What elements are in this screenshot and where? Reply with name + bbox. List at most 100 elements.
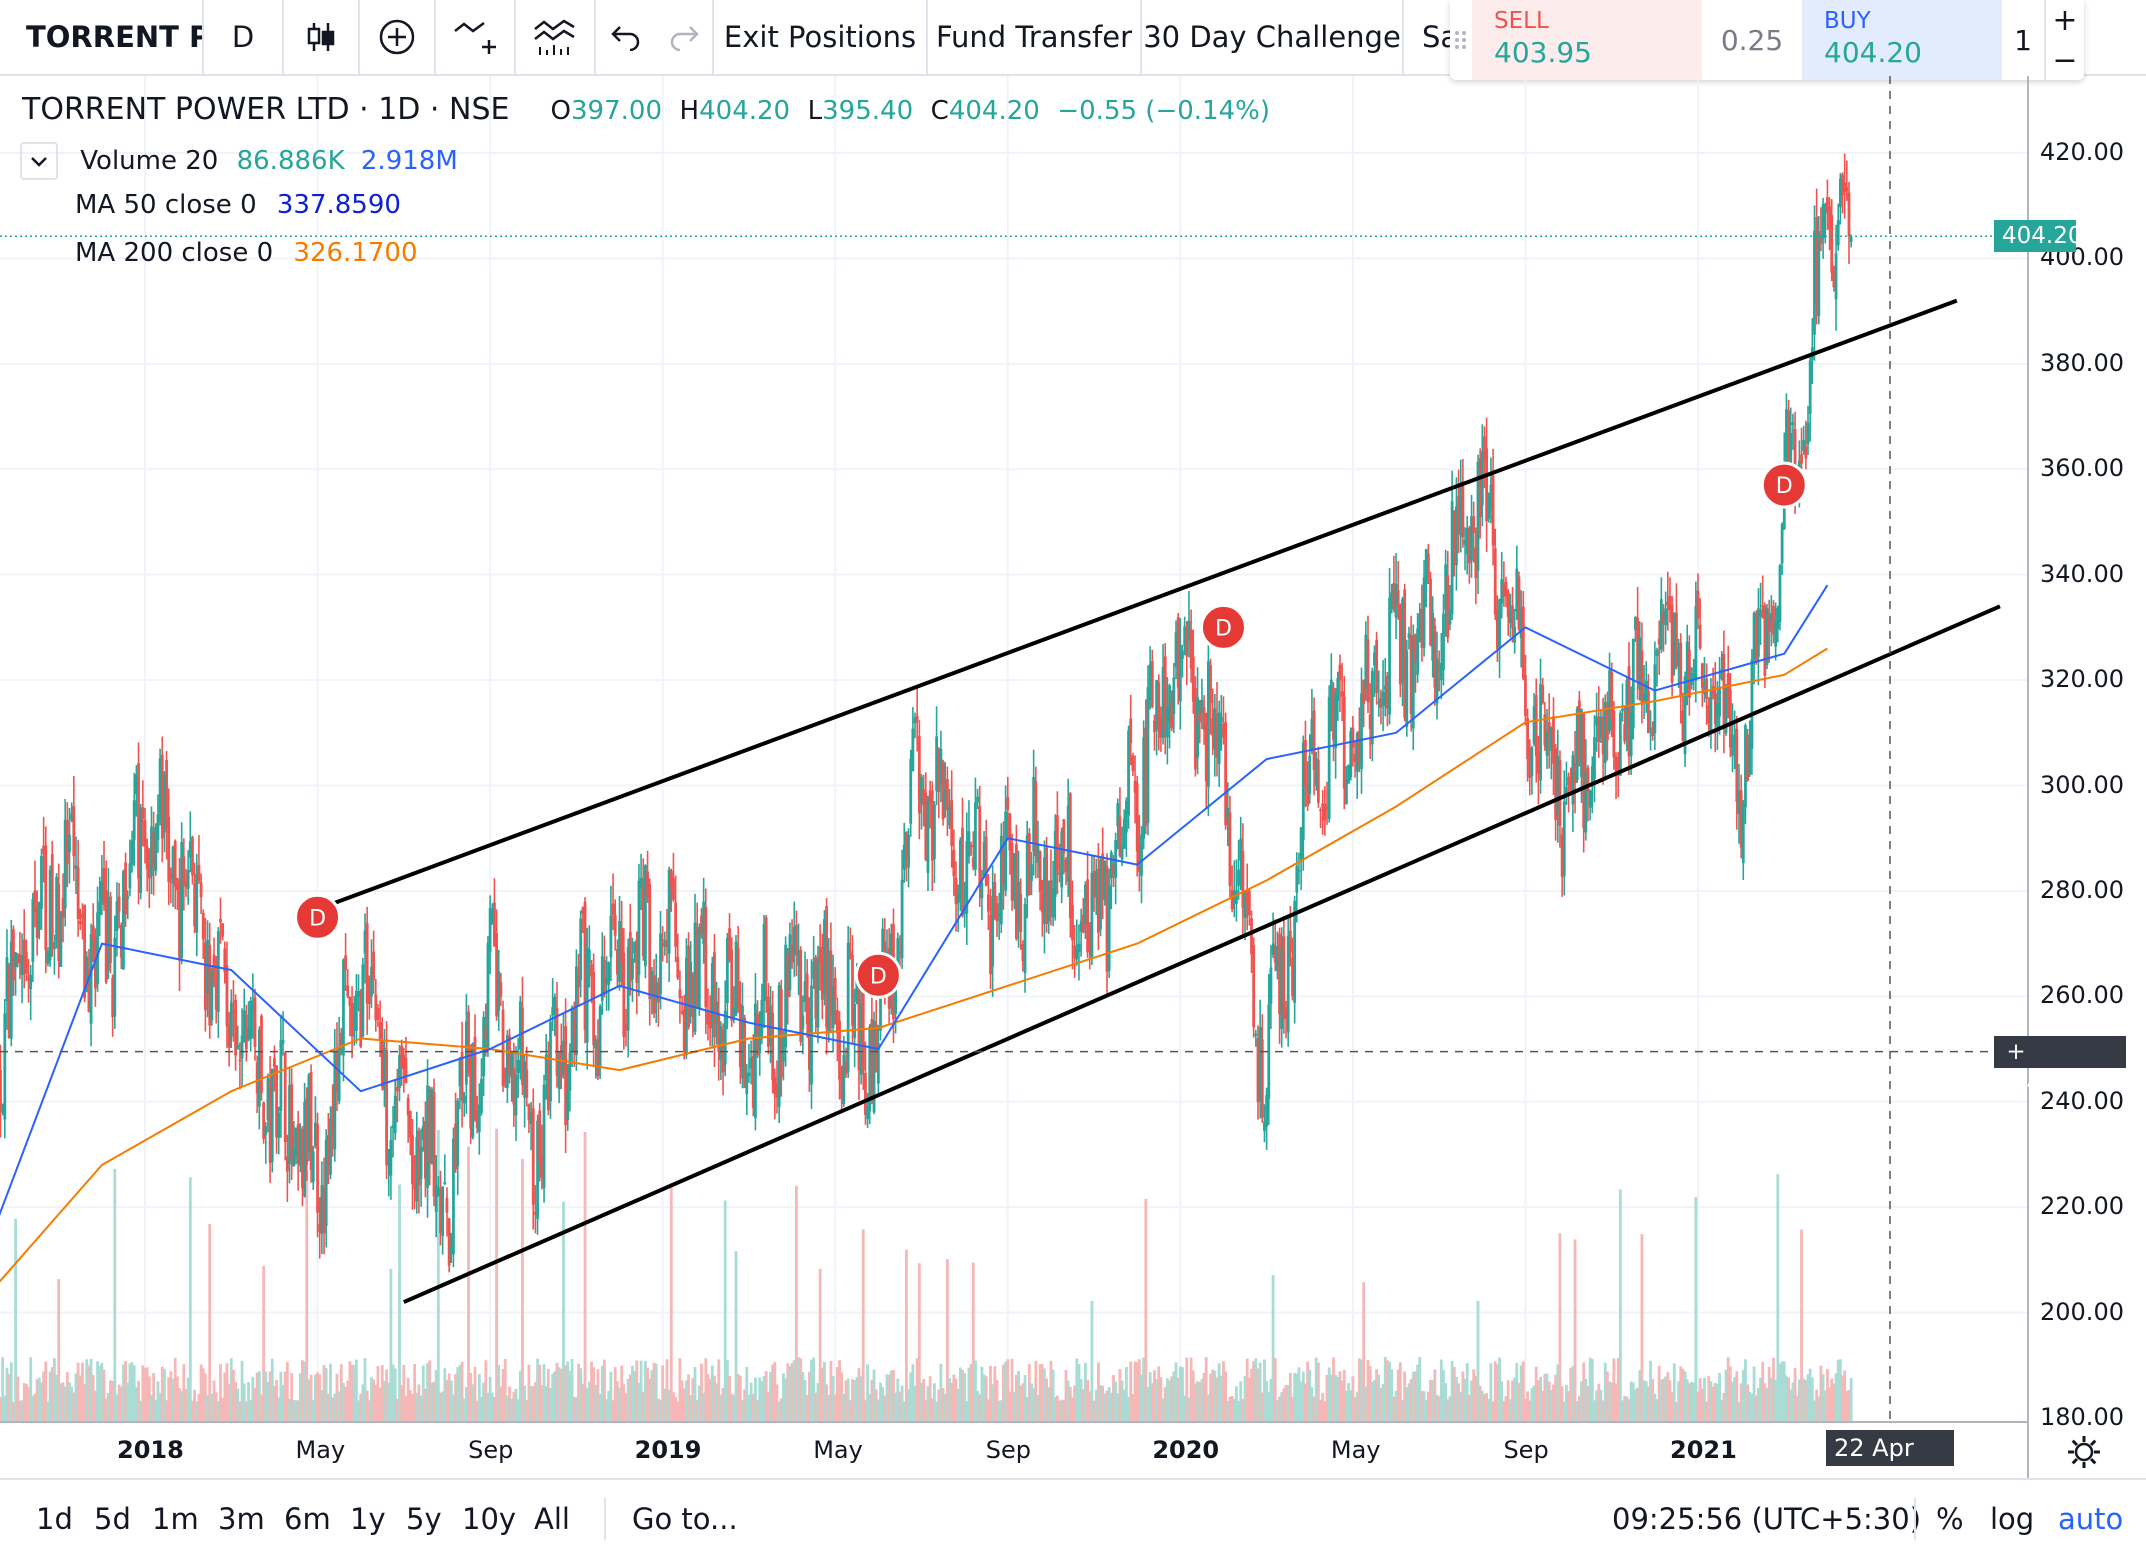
- volume-bar: [1198, 1382, 1202, 1422]
- candlestick-icon[interactable]: [284, 0, 360, 74]
- volume-bar: [1737, 1401, 1741, 1422]
- candle-body: [1252, 945, 1256, 1028]
- exit-positions-button[interactable]: Exit Positions: [714, 0, 928, 74]
- quantity-decrease-button[interactable]: −: [2044, 40, 2084, 80]
- volume-bar: [1125, 1367, 1128, 1422]
- candle-body: [784, 944, 788, 1048]
- candle-body: [1407, 633, 1411, 638]
- volume-bar: [147, 1376, 151, 1422]
- volume-bar: [1459, 1391, 1463, 1422]
- volume-bar: [363, 1358, 367, 1422]
- candle-body: [935, 736, 938, 791]
- candle-body: [460, 1051, 464, 1101]
- volume-bar: [933, 1383, 936, 1422]
- candle-body: [1045, 847, 1049, 925]
- volume-bar: [20, 1400, 24, 1422]
- range-6m-button[interactable]: 6m: [284, 1502, 331, 1536]
- volume-bar: [29, 1357, 33, 1422]
- candle-body: [607, 961, 611, 985]
- candle-body: [1066, 805, 1070, 882]
- range-10y-button[interactable]: 10y: [462, 1502, 517, 1536]
- volume-bar: [1455, 1377, 1458, 1422]
- volume-bar: [1502, 1401, 1506, 1422]
- buy-button[interactable]: BUY 404.20: [1802, 0, 2002, 80]
- candle-body: [1062, 819, 1066, 854]
- 30-day-challenge-button[interactable]: 30 Day Challenge: [1142, 0, 1404, 74]
- volume-bar: [1834, 1373, 1838, 1422]
- volume-bar: [1774, 1379, 1778, 1422]
- candle-body: [1181, 650, 1184, 659]
- gear-icon[interactable]: [2064, 1432, 2104, 1472]
- fund-transfer-button[interactable]: Fund Transfer: [928, 0, 1142, 74]
- candle-body: [283, 1052, 287, 1143]
- candle-body: [773, 1076, 777, 1094]
- interval-selector[interactable]: D: [204, 0, 284, 74]
- indicators-icon[interactable]: [516, 0, 596, 74]
- legend-title: TORRENT POWER LTD · 1D · NSE: [22, 92, 510, 127]
- auto-toggle[interactable]: auto: [2058, 1502, 2124, 1536]
- candle-body: [674, 902, 678, 947]
- candle-body: [1761, 605, 1765, 607]
- volume-bar: [1424, 1399, 1428, 1422]
- volume-bar: [1334, 1375, 1338, 1422]
- candle-body: [12, 929, 15, 981]
- candle-body: [1465, 527, 1469, 554]
- candle-body: [1340, 691, 1344, 697]
- candle-body: [1823, 209, 1827, 214]
- candle-body: [184, 882, 188, 887]
- volume-bar: [551, 1373, 555, 1422]
- candle-body: [1571, 755, 1575, 805]
- range-5d-button[interactable]: 5d: [94, 1502, 131, 1536]
- range-5y-button[interactable]: 5y: [406, 1502, 442, 1536]
- quantity-increase-button[interactable]: +: [2044, 0, 2084, 40]
- drag-handle-icon[interactable]: [1450, 0, 1472, 80]
- volume-bar: [1202, 1372, 1206, 1422]
- candle-body: [167, 816, 171, 883]
- dividend-marker: [854, 951, 902, 999]
- candle-body: [35, 906, 39, 938]
- volume-bar: [797, 1357, 800, 1422]
- sell-button[interactable]: SELL 403.95: [1472, 0, 1702, 80]
- volume-bar: [641, 1391, 645, 1422]
- quantity-input[interactable]: 1: [2014, 23, 2032, 57]
- candle-body: [861, 992, 865, 1071]
- compare-icon[interactable]: [436, 0, 516, 74]
- volume-bar: [1780, 1361, 1784, 1422]
- plus-circle-icon[interactable]: [360, 0, 436, 74]
- candle-body: [1498, 599, 1501, 647]
- candle-body: [1263, 1121, 1266, 1131]
- undo-icon[interactable]: [596, 0, 656, 74]
- range-1d-button[interactable]: 1d: [36, 1502, 73, 1536]
- candle-body: [909, 758, 913, 824]
- volume-bar: [631, 1365, 634, 1422]
- range-1m-button[interactable]: 1m: [152, 1502, 199, 1536]
- volume-bar: [1431, 1380, 1435, 1422]
- candle-body: [61, 897, 65, 919]
- volume-bar: [661, 1365, 665, 1422]
- candle-body: [1785, 409, 1788, 465]
- volume-bar: [1838, 1359, 1842, 1422]
- log-toggle[interactable]: log: [1990, 1502, 2035, 1536]
- percent-toggle[interactable]: %: [1936, 1502, 1964, 1536]
- candle-body: [434, 1185, 438, 1213]
- volume-bar: [1295, 1373, 1299, 1422]
- bottom-toolbar: 1d 5d 1m 3m 6m 1y 5y 10y All Go to... 09…: [0, 1478, 2146, 1558]
- redo-icon[interactable]: [656, 0, 714, 74]
- volume-bar: [702, 1392, 706, 1422]
- volume-bar: [518, 1370, 522, 1422]
- volume-bar: [1120, 1380, 1124, 1422]
- volume-bar: [930, 1398, 934, 1422]
- clock-timezone[interactable]: 09:25:56 (UTC+5:30): [1612, 1502, 1922, 1536]
- chevron-down-icon[interactable]: [20, 142, 58, 180]
- range-all-button[interactable]: All: [534, 1502, 570, 1536]
- range-1y-button[interactable]: 1y: [350, 1502, 386, 1536]
- volume-bar: [1140, 1374, 1143, 1422]
- candle-body: [1312, 710, 1316, 771]
- symbol-search[interactable]: TORRENT P(: [0, 0, 204, 74]
- volume-bar: [974, 1360, 977, 1422]
- candle-body: [1239, 838, 1243, 861]
- range-3m-button[interactable]: 3m: [218, 1502, 265, 1536]
- go-to-button[interactable]: Go to...: [632, 1502, 738, 1536]
- volume-bar: [387, 1382, 391, 1422]
